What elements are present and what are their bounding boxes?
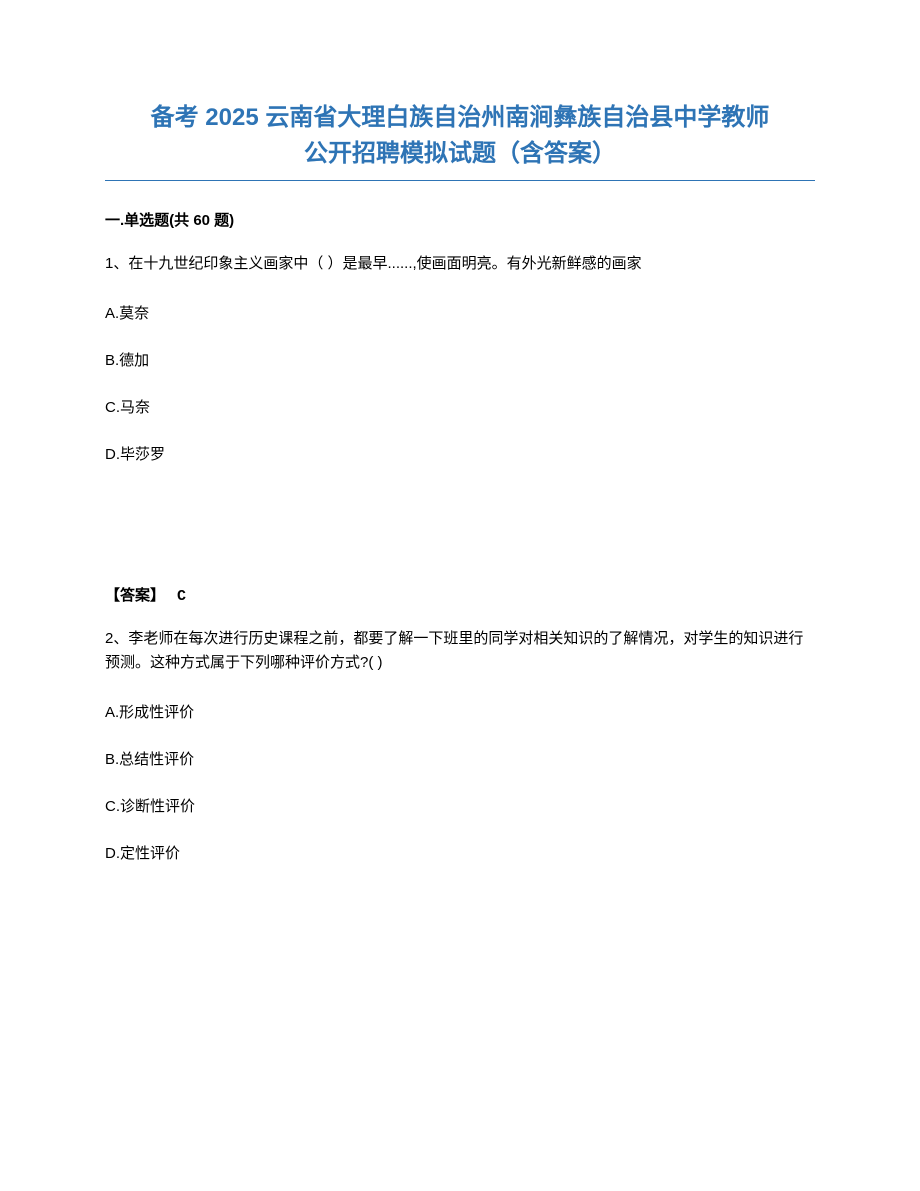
question-1-answer: 【答案】 C — [105, 584, 815, 605]
document-title: 备考 2025 云南省大理白族自治州南涧彝族自治县中学教师 公开招聘模拟试题（含… — [105, 100, 815, 172]
question-1-option-b: B.德加 — [105, 349, 815, 370]
title-underline — [105, 180, 815, 181]
question-2-option-b: B.总结性评价 — [105, 748, 815, 769]
question-1-option-c: C.马奈 — [105, 396, 815, 417]
title-line-2: 公开招聘模拟试题（含答案） — [105, 136, 815, 172]
question-1-option-a: A.莫奈 — [105, 302, 815, 323]
question-2-text: 2、李老师在每次进行历史课程之前，都要了解一下班里的同学对相关知识的了解情况，对… — [105, 627, 815, 675]
question-1-text: 1、在十九世纪印象主义画家中（ ）是最早......,使画面明亮。有外光新鲜感的… — [105, 252, 815, 276]
answer-label-text: 【答案】 — [105, 587, 165, 604]
answer-value-text: C — [177, 588, 186, 605]
question-2-option-c: C.诊断性评价 — [105, 795, 815, 816]
question-1-option-d: D.毕莎罗 — [105, 443, 815, 464]
title-line-1: 备考 2025 云南省大理白族自治州南涧彝族自治县中学教师 — [105, 100, 815, 136]
section-header: 一.单选题(共 60 题) — [105, 209, 815, 230]
question-2-option-a: A.形成性评价 — [105, 701, 815, 722]
question-2-option-d: D.定性评价 — [105, 842, 815, 863]
